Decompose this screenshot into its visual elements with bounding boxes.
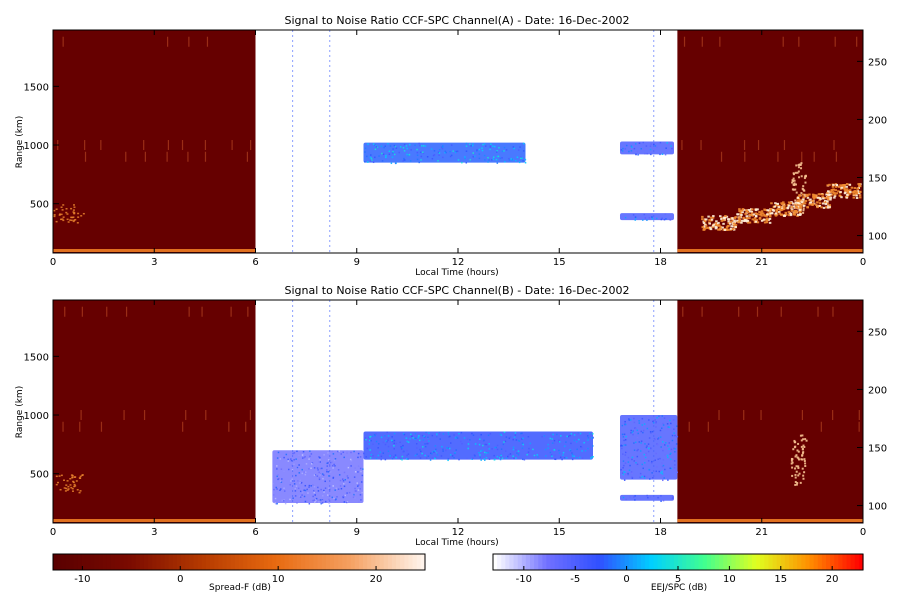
axes-a: 0 3 6 9 12 15 18 21 0 500 1000 1500 100 150 200 250 xyxy=(24,29,887,268)
panel-channel-b: Signal to Noise Ratio CCF-SPC Channel(B)… xyxy=(15,183,887,548)
spread-f-block-b-0 xyxy=(53,300,256,523)
x-tick-label-b-1: 3 xyxy=(151,527,157,538)
right-y-tick-label-a-1: 150 xyxy=(868,174,887,185)
colorbar-tick-0-1: 0 xyxy=(177,574,183,585)
spread-f-block-b-1 xyxy=(677,183,863,523)
x-tick-label-a-5: 15 xyxy=(553,257,566,268)
x-tick-label-a-3: 9 xyxy=(354,257,360,268)
eej-echo-a-2 xyxy=(620,213,674,221)
x-tick-label-a-7: 21 xyxy=(755,257,768,268)
x-tick-label-a-4: 12 xyxy=(452,257,465,268)
y-tick-label-b-1: 1000 xyxy=(24,411,49,422)
right-y-tick-label-a-2: 200 xyxy=(868,115,887,126)
x-axis-label-b: Local Time (hours) xyxy=(415,538,498,548)
colorbar-tick-0-2: 10 xyxy=(272,574,285,585)
panel-channel-a: Signal to Noise Ratio CCF-SPC Channel(A)… xyxy=(15,14,887,278)
colorbar-tick-0-3: 20 xyxy=(370,574,383,585)
colorbar-tick-1-4: 10 xyxy=(723,574,736,585)
eej-echo-b-2 xyxy=(272,450,365,505)
colorbar-label-spread-f: Spread-F (dB) xyxy=(209,583,271,593)
colorbar-tick-1-3: 5 xyxy=(675,574,681,585)
x-tick-label-b-8: 0 xyxy=(860,527,866,538)
colorbar-label-eej: EEJ/SPC (dB) xyxy=(651,583,707,593)
axes-b: 0 3 6 9 12 15 18 21 0 500 1000 1500 100 150 200 250 xyxy=(24,299,887,538)
colorbar-tick-0-0: -10 xyxy=(74,574,90,585)
right-y-tick-label-b-0: 100 xyxy=(868,502,887,513)
eej-echo-b-1 xyxy=(620,415,679,482)
x-tick-label-b-3: 9 xyxy=(354,527,360,538)
x-tick-label-b-6: 18 xyxy=(654,527,667,538)
y-axis-label-b: Range (km) xyxy=(15,386,25,438)
spread-f-block-a-1 xyxy=(677,30,863,253)
x-tick-label-a-1: 3 xyxy=(151,257,157,268)
y-tick-label-a-0: 500 xyxy=(30,200,49,211)
colorbar-tick-1-2: 0 xyxy=(623,574,629,585)
chart-title-b: Signal to Noise Ratio CCF-SPC Channel(B)… xyxy=(285,284,630,297)
colorbar-frame-0 xyxy=(52,553,426,571)
right-y-tick-label-a-0: 100 xyxy=(868,232,887,243)
y-tick-label-a-1: 1000 xyxy=(24,141,49,152)
colorbar-tick-1-0: -10 xyxy=(516,574,532,585)
eej-echo-a-1 xyxy=(620,141,674,156)
x-tick-label-b-7: 21 xyxy=(755,527,768,538)
colorbar-1: -10 -5 0 5 10 15 20 xyxy=(492,553,864,585)
colorbar-0: -10 0 10 20 xyxy=(52,553,426,585)
chart-title-a: Signal to Noise Ratio CCF-SPC Channel(A)… xyxy=(285,14,630,27)
plot-area-a xyxy=(53,30,863,253)
eej-echo-a-0 xyxy=(363,142,527,165)
x-axis-label-a: Local Time (hours) xyxy=(415,268,498,278)
right-y-tick-label-b-3: 250 xyxy=(868,327,887,338)
right-y-tick-label-a-3: 250 xyxy=(868,57,887,68)
x-tick-label-a-6: 18 xyxy=(654,257,667,268)
x-tick-label-a-8: 0 xyxy=(860,257,866,268)
colorbars: -10 0 10 20 -10 -5 0 5 10 15 20 xyxy=(52,553,864,585)
x-tick-label-b-2: 6 xyxy=(252,527,258,538)
x-tick-label-b-4: 12 xyxy=(452,527,465,538)
colorbar-tick-1-5: 15 xyxy=(774,574,787,585)
x-tick-label-b-0: 0 xyxy=(50,527,56,538)
x-tick-label-a-2: 6 xyxy=(252,257,258,268)
right-y-tick-label-b-2: 200 xyxy=(868,385,887,396)
eej-echo-b-0 xyxy=(363,431,594,462)
eej-echo-b-3 xyxy=(620,494,674,503)
y-axis-label-a: Range (km) xyxy=(15,116,25,168)
x-tick-label-b-5: 15 xyxy=(553,527,566,538)
y-tick-label-b-0: 500 xyxy=(30,470,49,481)
spread-f-block-a-0 xyxy=(53,30,256,253)
y-tick-label-a-2: 1500 xyxy=(24,82,49,93)
colorbar-tick-1-1: -5 xyxy=(570,574,580,585)
right-y-tick-label-b-1: 150 xyxy=(868,444,887,455)
x-tick-label-a-0: 0 xyxy=(50,257,56,268)
colorbar-tick-1-6: 20 xyxy=(826,574,839,585)
y-tick-label-b-2: 1500 xyxy=(24,352,49,363)
